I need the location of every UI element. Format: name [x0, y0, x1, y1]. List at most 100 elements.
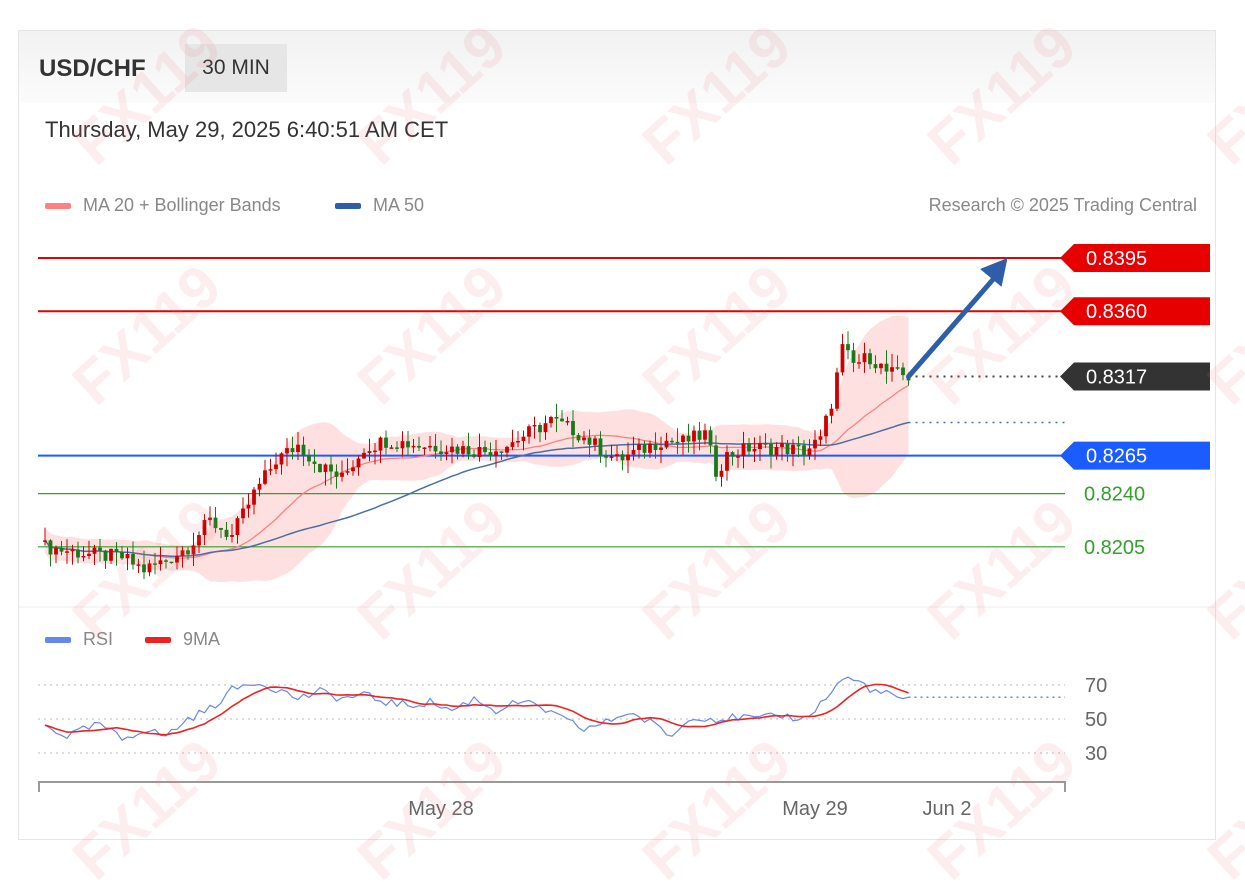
candle-body — [807, 448, 812, 456]
candle-body — [450, 446, 454, 453]
candle-body — [802, 445, 806, 456]
candle-body — [862, 353, 867, 363]
rsi-tick-label-50: 50 — [1085, 709, 1107, 731]
candle-body — [76, 549, 80, 558]
legend-rsi: RSI — [45, 629, 113, 650]
candle-body — [345, 471, 350, 473]
candle-body — [54, 547, 58, 555]
candle-body — [92, 547, 97, 554]
candle-body — [417, 445, 421, 448]
candle-body — [571, 421, 575, 436]
candle-body — [741, 443, 746, 457]
rsi-tick-label-30: 30 — [1085, 743, 1107, 765]
candle-body — [785, 443, 790, 455]
candle-body — [598, 438, 603, 456]
candle-body — [263, 470, 267, 484]
legend-9ma: 9MA — [145, 629, 220, 650]
price-tag-label-0.8360: 0.8360 — [1086, 301, 1147, 323]
candle-body — [510, 442, 515, 447]
price-tag-label-0.8395: 0.8395 — [1086, 248, 1147, 270]
candle-body — [477, 447, 482, 457]
candle-body — [521, 436, 526, 441]
candle-body — [186, 550, 190, 555]
candle-body — [796, 444, 801, 447]
candle-body — [411, 445, 416, 448]
candle-body — [136, 564, 141, 566]
candle-body — [367, 451, 372, 453]
projection-arrow-shaft — [906, 269, 1002, 380]
candle-body — [697, 430, 702, 440]
candle-body — [609, 456, 614, 458]
candle-body — [895, 367, 900, 369]
legend-9ma-label: 9MA — [183, 629, 221, 649]
candle-body — [483, 447, 487, 453]
ma20-swatch-icon — [45, 202, 71, 209]
candle-body — [65, 551, 69, 553]
candle-body — [466, 446, 471, 455]
candle-body — [219, 528, 223, 530]
legend-ma50-label: MA 50 — [373, 195, 425, 215]
candle-body — [516, 441, 520, 443]
candle-body — [340, 472, 344, 477]
rsi-line — [44, 676, 909, 742]
price-tag-0.8317 — [1060, 362, 1210, 391]
candle-body — [642, 444, 647, 453]
candle-body — [268, 469, 273, 471]
candle-body — [549, 417, 553, 424]
candle-body — [428, 445, 432, 448]
candle-body — [494, 451, 498, 456]
candle-body — [120, 552, 124, 559]
candle-body — [395, 447, 399, 449]
candle-body — [301, 444, 306, 456]
candle-body — [175, 556, 179, 563]
candle-body — [362, 452, 366, 459]
candle-body — [241, 508, 245, 519]
candle-body — [131, 554, 135, 565]
candle-body — [774, 447, 779, 456]
candle-body — [851, 350, 856, 363]
candle-body — [274, 464, 278, 470]
candle-body — [505, 446, 509, 453]
candle-body — [439, 451, 443, 455]
candle-body — [356, 458, 361, 468]
candle-body — [98, 547, 102, 551]
timeframe-badge[interactable]: 30 MIN — [185, 44, 287, 92]
candle-body — [290, 448, 295, 453]
candle-body — [164, 560, 168, 562]
candle-body — [565, 421, 570, 423]
candle-body — [191, 545, 196, 555]
candle-body — [835, 372, 839, 409]
candle-body — [59, 547, 64, 552]
candle-body — [813, 439, 817, 449]
x-tick-label: May 29 — [782, 798, 848, 820]
chart-datetime: Thursday, May 29, 2025 6:40:51 AM CET — [45, 117, 449, 142]
candle-body — [686, 435, 691, 442]
price-tag-label-0.8265: 0.8265 — [1086, 446, 1147, 468]
candle-body — [593, 438, 597, 445]
candle-body — [197, 535, 201, 546]
candle-body — [769, 443, 773, 456]
candle-body — [103, 550, 108, 561]
price-tag-0.8265 — [1060, 441, 1210, 470]
candle-body — [180, 550, 185, 557]
candle-body — [670, 440, 674, 443]
candle-body — [747, 443, 751, 452]
candle-body — [48, 540, 53, 555]
legend-ma20-label: MA 20 + Bollinger Bands — [83, 195, 281, 215]
candle-body — [675, 441, 680, 444]
candle-body — [890, 367, 894, 372]
candle-body — [235, 518, 240, 535]
candle-body — [829, 408, 834, 416]
candle-body — [587, 437, 592, 445]
candle-body — [373, 450, 377, 453]
candle-body — [857, 362, 861, 364]
legend-ma50: MA 50 — [335, 195, 424, 216]
candle-body — [153, 563, 157, 565]
candle-body — [681, 435, 685, 442]
candle-body — [873, 364, 878, 369]
candle-body — [351, 467, 355, 472]
candle-body — [257, 483, 262, 490]
candle-body — [307, 455, 311, 462]
candle-body — [169, 561, 174, 564]
candle-body — [43, 540, 47, 542]
